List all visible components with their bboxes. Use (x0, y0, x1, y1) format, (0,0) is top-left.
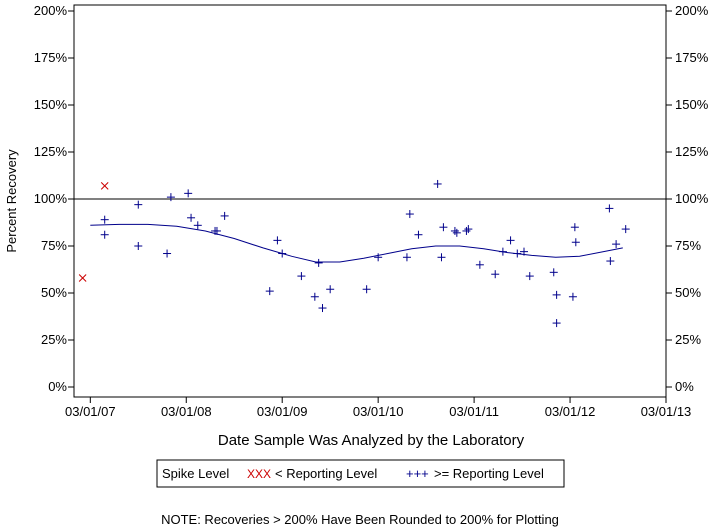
point-above-reporting-level (439, 223, 448, 232)
data-points (78, 179, 630, 328)
point-above-reporting-level (362, 285, 371, 294)
point-above-reporting-level (310, 292, 319, 301)
point-above-reporting-level (491, 270, 500, 279)
point-above-reporting-level (273, 236, 282, 245)
point-above-reporting-level (297, 272, 306, 281)
x-tick-label: 03/01/09 (257, 404, 308, 419)
y-tick-label-left: 150% (34, 97, 68, 112)
point-above-reporting-level (612, 240, 621, 249)
point-above-reporting-level (184, 189, 193, 198)
point-above-reporting-level (212, 226, 221, 235)
point-above-reporting-level (549, 268, 558, 277)
legend: Spike Level XXX < Reporting Level +++ >=… (156, 459, 565, 488)
point-above-reporting-level (525, 272, 534, 281)
point-above-reporting-level (166, 193, 175, 202)
legend-symbol-above-rl: +++ (406, 466, 429, 481)
point-above-reporting-level (552, 290, 561, 299)
y-axis-label: Percent Recovery (4, 149, 19, 253)
y-tick-label-right: 100% (675, 191, 709, 206)
point-below-reporting-level (78, 274, 87, 282)
y-tick-label-right: 50% (675, 285, 701, 300)
trend-line (90, 223, 623, 263)
point-above-reporting-level (437, 253, 446, 262)
point-above-reporting-level (513, 249, 522, 258)
y-tick-label-left: 75% (41, 238, 67, 253)
plot-frame (73, 4, 667, 398)
point-above-reporting-level (462, 226, 471, 235)
y-tick-label-right: 75% (675, 238, 701, 253)
point-above-reporting-level (568, 292, 577, 301)
y-tick-label-left: 50% (41, 285, 67, 300)
y-axis: 0% 0% 25% 25% 50% 50% 75% 75% 100% 100% 125% 125% 15… (34, 3, 709, 394)
point-above-reporting-level (187, 213, 196, 222)
point-below-reporting-level (100, 181, 109, 190)
point-above-reporting-level (414, 230, 423, 239)
x-axis: 03/01/07 03/01/08 03/01/09 03/01/10 03/01/11… (65, 397, 691, 419)
y-tick-label-right: 0% (675, 379, 694, 394)
legend-title: Spike Level (162, 466, 229, 481)
point-above-reporting-level (621, 225, 630, 234)
legend-symbol-below-rl: XXX (247, 467, 271, 481)
point-stroke (100, 181, 109, 190)
x-tick-label: 03/01/12 (545, 404, 596, 419)
point-above-reporting-level (220, 211, 229, 220)
y-tick-label-left: 100% (34, 191, 68, 206)
point-above-reporting-level (552, 319, 561, 328)
y-tick-label-right: 200% (675, 3, 709, 18)
y-tick-label-left: 175% (34, 50, 68, 65)
point-above-reporting-level (265, 287, 274, 296)
y-tick-label-right: 150% (675, 97, 709, 112)
y-tick-label-right: 125% (675, 144, 709, 159)
point-above-reporting-level (452, 228, 461, 237)
y-tick-label-left: 0% (48, 379, 67, 394)
point-above-reporting-level (402, 253, 411, 262)
point-above-reporting-level (163, 249, 172, 258)
x-tick-label: 03/01/10 (353, 404, 404, 419)
point-above-reporting-level (475, 260, 484, 269)
point-above-reporting-level (433, 179, 442, 188)
point-above-reporting-level (100, 230, 109, 239)
x-tick-label: 03/01/08 (161, 404, 212, 419)
point-above-reporting-level (193, 221, 202, 230)
point-above-reporting-level (606, 257, 615, 266)
point-above-reporting-level (134, 200, 143, 209)
point-above-reporting-level (519, 247, 528, 256)
y-tick-label-left: 25% (41, 332, 67, 347)
y-tick-label-right: 25% (675, 332, 701, 347)
x-axis-label: Date Sample Was Analyzed by the Laborato… (218, 432, 525, 449)
point-above-reporting-level (100, 215, 109, 224)
point-above-reporting-level (374, 253, 383, 262)
point-above-reporting-level (506, 236, 515, 245)
point-stroke (78, 274, 87, 282)
point-above-reporting-level (318, 304, 327, 313)
y-tick-label-left: 200% (34, 3, 68, 18)
point-above-reporting-level (605, 204, 614, 213)
point-above-reporting-level (450, 226, 459, 235)
legend-label-below-rl: < Reporting Level (275, 466, 377, 481)
point-above-reporting-level (326, 285, 335, 294)
legend-label-above-rl: >= Reporting Level (434, 466, 544, 481)
point-above-reporting-level (278, 249, 287, 258)
point-above-reporting-level (498, 247, 507, 256)
point-above-reporting-level (571, 238, 580, 247)
point-above-reporting-level (134, 242, 143, 250)
legend-box (156, 459, 565, 488)
x-tick-label: 03/01/07 (65, 404, 116, 419)
y-tick-label-left: 125% (34, 144, 68, 159)
point-above-reporting-level (405, 210, 414, 219)
point-above-reporting-level (464, 225, 473, 234)
y-tick-label-right: 175% (675, 50, 709, 65)
point-above-reporting-level (570, 223, 579, 232)
footnote: NOTE: Recoveries > 200% Have Been Rounde… (161, 512, 559, 527)
x-tick-label: 03/01/11 (449, 404, 499, 419)
x-tick-label: 03/01/13 (641, 404, 692, 419)
point-above-reporting-level (314, 258, 323, 267)
